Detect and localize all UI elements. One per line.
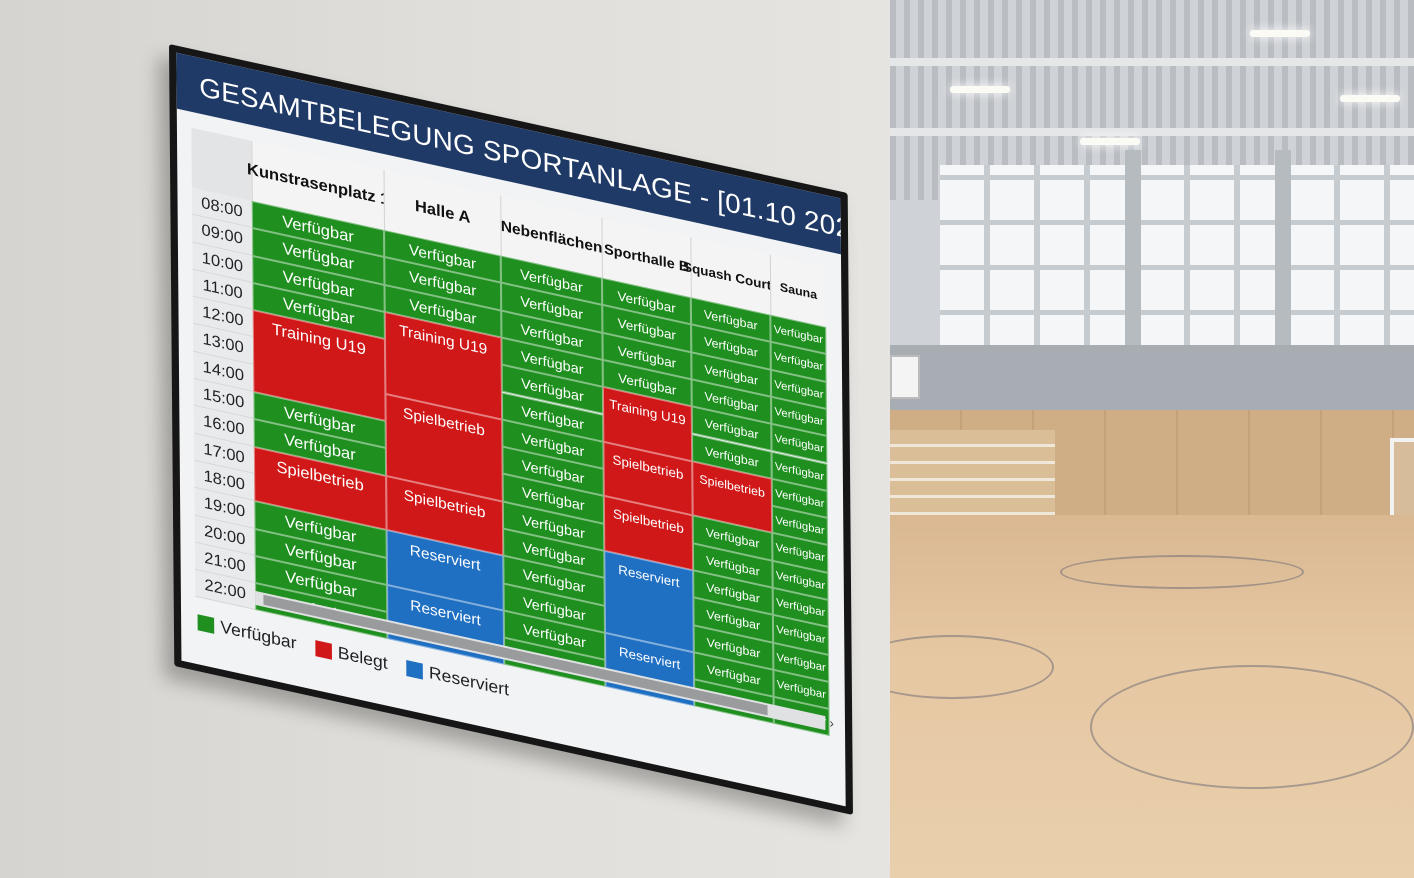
sports-hall-background: [890, 0, 1414, 878]
legend-label: Verfügbar: [220, 617, 297, 653]
bleachers: [890, 430, 1055, 525]
legend-label: Belegt: [337, 643, 388, 673]
facility-column: Nebenflächen Verfügbar Verfügbar Verfügbar V…: [500, 195, 606, 688]
ceiling-lamp: [1340, 95, 1400, 102]
legend-item-available: Verfügbar: [197, 612, 297, 654]
ceiling-lamp: [1080, 138, 1140, 145]
legend-item-reserved: Reserviert: [406, 658, 509, 701]
time-column: 08:00 09:00 10:00 11:00 12:00 13:00 14:00 15:00…: [191, 187, 256, 611]
legend-swatch: [315, 640, 332, 660]
facility-column: Sauna Verfügbar Verfügbar Verfügbar Verfügba…: [769, 254, 830, 737]
court-line: [1060, 555, 1304, 589]
ceiling-beam: [890, 128, 1414, 136]
facility-column: Sporthalle B Verfügbar Verfügbar Verfügbar V…: [601, 217, 695, 707]
basketball-hoop: [890, 355, 920, 399]
legend-swatch: [406, 660, 423, 680]
legend-item-occupied: Belegt: [315, 638, 388, 674]
legend-swatch: [197, 614, 215, 634]
facility-column: Squash Courts Verfügbar Verfügbar Verfügbar…: [683, 237, 779, 725]
hall-floor: [890, 515, 1414, 878]
ceiling-lamp: [950, 86, 1010, 93]
scroll-right-arrow[interactable]: ›: [829, 715, 835, 732]
tv-screen: GESAMTBELEGUNG SPORTANLAGE - [01.10 2022…: [176, 52, 846, 807]
legend-label: Reserviert: [428, 663, 510, 700]
ceiling-lamp: [1250, 30, 1310, 37]
hall-windows: [940, 165, 1414, 355]
facility-column: Halle A Verfügbar Verfügbar Verfügbar Traini…: [383, 169, 505, 666]
court-line: [1090, 665, 1414, 789]
facility-column: Kunstrasenplatz 1 Verfügbar Verfügbar Verfü…: [247, 140, 389, 640]
ceiling-beam: [890, 58, 1414, 66]
wall-band: [890, 345, 1414, 415]
court-line: [890, 635, 1054, 699]
tv-frame: GESAMTBELEGUNG SPORTANLAGE - [01.10 2022…: [169, 44, 853, 816]
